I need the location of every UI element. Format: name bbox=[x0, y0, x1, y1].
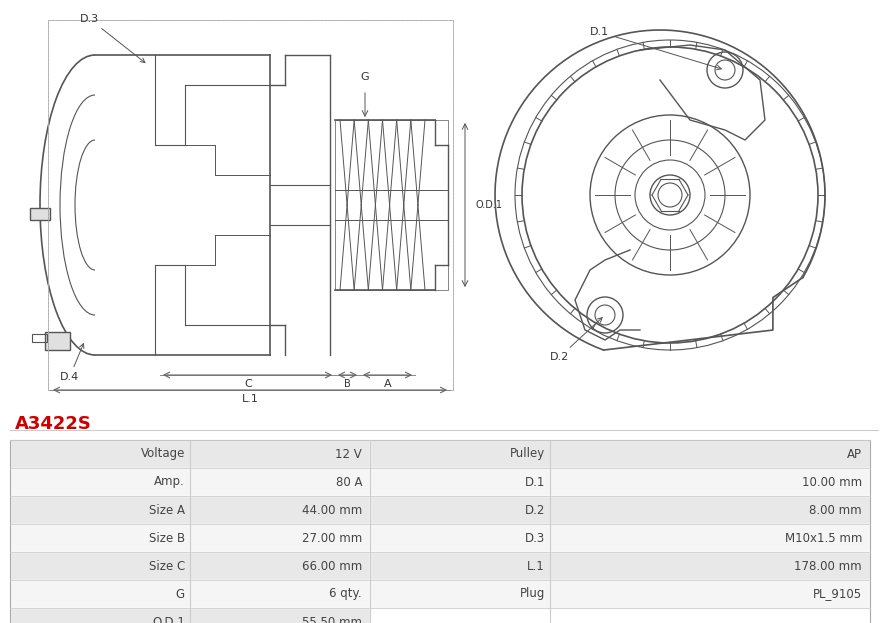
Text: O.D.1: O.D.1 bbox=[152, 616, 185, 623]
Text: C: C bbox=[244, 379, 252, 389]
Text: G: G bbox=[361, 72, 369, 82]
Bar bbox=[370, 468, 870, 496]
Text: 6 qty.: 6 qty. bbox=[330, 587, 362, 601]
Text: 80 A: 80 A bbox=[335, 475, 362, 488]
Text: Size C: Size C bbox=[148, 559, 185, 573]
Text: Size A: Size A bbox=[149, 503, 185, 516]
Text: B: B bbox=[344, 379, 350, 389]
Bar bbox=[10, 552, 370, 580]
Text: D.3: D.3 bbox=[80, 14, 145, 62]
Bar bbox=[10, 580, 370, 608]
Bar bbox=[370, 496, 870, 524]
Text: 66.00 mm: 66.00 mm bbox=[301, 559, 362, 573]
Bar bbox=[45, 332, 70, 350]
Bar bbox=[48, 20, 453, 390]
Bar bbox=[335, 120, 448, 290]
Bar bbox=[370, 580, 870, 608]
Text: 27.00 mm: 27.00 mm bbox=[301, 531, 362, 545]
Text: M10x1.5 mm: M10x1.5 mm bbox=[785, 531, 862, 545]
Text: PL_9105: PL_9105 bbox=[813, 587, 862, 601]
Text: D.3: D.3 bbox=[525, 531, 545, 545]
Text: 55.50 mm: 55.50 mm bbox=[302, 616, 362, 623]
Text: O.D.1: O.D.1 bbox=[475, 200, 502, 210]
Text: AP: AP bbox=[847, 447, 862, 460]
Text: 44.00 mm: 44.00 mm bbox=[301, 503, 362, 516]
Text: L.1: L.1 bbox=[242, 394, 259, 404]
Bar bbox=[10, 496, 370, 524]
Bar bbox=[10, 608, 370, 623]
Text: A3422S: A3422S bbox=[15, 415, 92, 433]
Bar bbox=[10, 468, 370, 496]
Text: D.4: D.4 bbox=[60, 343, 84, 382]
Bar bbox=[370, 440, 870, 468]
Bar bbox=[32, 334, 47, 342]
Text: D.2: D.2 bbox=[525, 503, 545, 516]
Text: 178.00 mm: 178.00 mm bbox=[795, 559, 862, 573]
Text: 8.00 mm: 8.00 mm bbox=[809, 503, 862, 516]
Bar bbox=[48, 20, 453, 390]
Bar bbox=[10, 440, 370, 468]
Bar bbox=[335, 120, 448, 290]
Text: Size B: Size B bbox=[148, 531, 185, 545]
Bar bbox=[30, 208, 50, 220]
Text: A: A bbox=[384, 379, 392, 389]
Text: Voltage: Voltage bbox=[140, 447, 185, 460]
Text: L.1: L.1 bbox=[527, 559, 545, 573]
Text: Amp.: Amp. bbox=[155, 475, 185, 488]
Bar bbox=[370, 524, 870, 552]
Text: D.1: D.1 bbox=[590, 27, 721, 70]
Text: Pulley: Pulley bbox=[509, 447, 545, 460]
Bar bbox=[10, 440, 870, 623]
Text: 12 V: 12 V bbox=[335, 447, 362, 460]
Text: 10.00 mm: 10.00 mm bbox=[802, 475, 862, 488]
Bar bbox=[10, 524, 370, 552]
Text: Plug: Plug bbox=[520, 587, 545, 601]
Text: G: G bbox=[176, 587, 185, 601]
Text: D.1: D.1 bbox=[525, 475, 545, 488]
Bar bbox=[370, 552, 870, 580]
Text: D.2: D.2 bbox=[550, 318, 602, 362]
